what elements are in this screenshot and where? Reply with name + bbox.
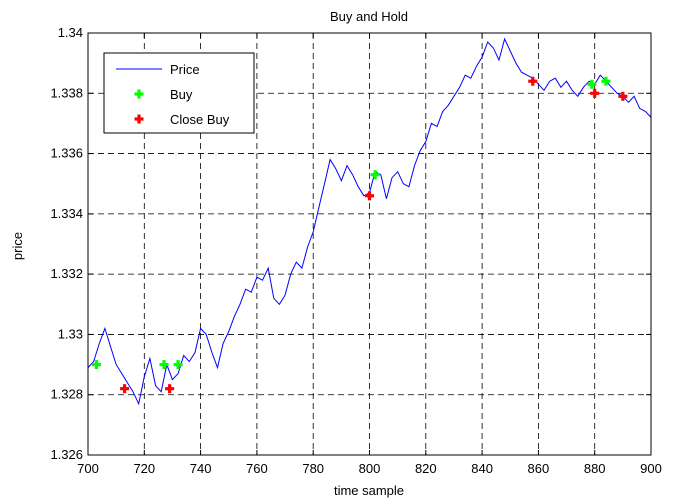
y-tick-label: 1.326	[50, 447, 83, 462]
marker-bar-vertical	[367, 191, 372, 201]
legend-box	[103, 52, 255, 134]
legend-label: Close Buy	[170, 112, 230, 127]
legend-swatch-buy	[134, 89, 144, 99]
marker-bar-vertical	[590, 79, 594, 89]
y-tick-label: 1.338	[50, 85, 83, 100]
legend-label: Price	[170, 62, 200, 77]
x-tick-label: 720	[133, 461, 155, 476]
marker-bar-vertical	[168, 384, 172, 394]
x-tick-label: 780	[302, 461, 324, 476]
close-buy-marker	[165, 384, 175, 394]
marker-bar-vertical	[122, 384, 127, 394]
close-buy-marker	[590, 88, 600, 98]
series-layer	[87, 37, 652, 406]
buy-marker	[159, 360, 169, 370]
legend-swatch-close-buy	[134, 114, 144, 124]
close-buy-marker	[618, 91, 628, 101]
marker-bar-vertical	[176, 360, 180, 370]
x-tick-label: 800	[359, 461, 381, 476]
x-tick-label: 700	[77, 461, 99, 476]
x-tick-label: 880	[584, 461, 606, 476]
y-tick-label: 1.332	[50, 266, 83, 281]
close-buy-marker	[120, 384, 130, 394]
marker-bar-vertical	[621, 91, 625, 101]
x-axis-title: time sample	[334, 483, 404, 498]
close-buy-marker	[528, 76, 538, 86]
x-tick-label: 840	[471, 461, 493, 476]
buy-marker	[587, 79, 597, 89]
y-axis-title: price	[10, 232, 25, 260]
buy-marker	[173, 360, 183, 370]
x-tick-label: 760	[246, 461, 268, 476]
y-tick-label: 1.34	[58, 25, 83, 40]
marker-bar-vertical	[531, 76, 535, 86]
close-buy-marker	[365, 191, 374, 201]
y-tick-label: 1.334	[50, 206, 83, 221]
legend-label: Buy	[170, 87, 193, 102]
legend: Price Buy Close Buy	[103, 52, 255, 134]
y-tick-label: 1.336	[50, 146, 83, 161]
ticks: 700 720 740 760 780 800 820 840 860 880 900 1.326 1.…	[50, 25, 661, 476]
marker-bar-vertical	[137, 114, 141, 124]
buy-marker	[91, 360, 101, 370]
marker-bar-vertical	[94, 360, 99, 370]
marker-bar-vertical	[137, 89, 141, 99]
buy-marker	[370, 170, 380, 180]
chart-title: Buy and Hold	[330, 9, 408, 24]
x-tick-label: 740	[190, 461, 212, 476]
buy-marker	[601, 76, 611, 86]
marker-bar-vertical	[162, 360, 166, 370]
marker-bar-vertical	[373, 170, 377, 180]
x-tick-label: 820	[415, 461, 437, 476]
x-tick-label: 860	[528, 461, 550, 476]
marker-bar-vertical	[604, 76, 608, 86]
y-tick-label: 1.33	[58, 326, 83, 341]
marker-bar-vertical	[593, 88, 597, 98]
x-tick-label: 900	[640, 461, 662, 476]
y-tick-label: 1.328	[50, 387, 83, 402]
